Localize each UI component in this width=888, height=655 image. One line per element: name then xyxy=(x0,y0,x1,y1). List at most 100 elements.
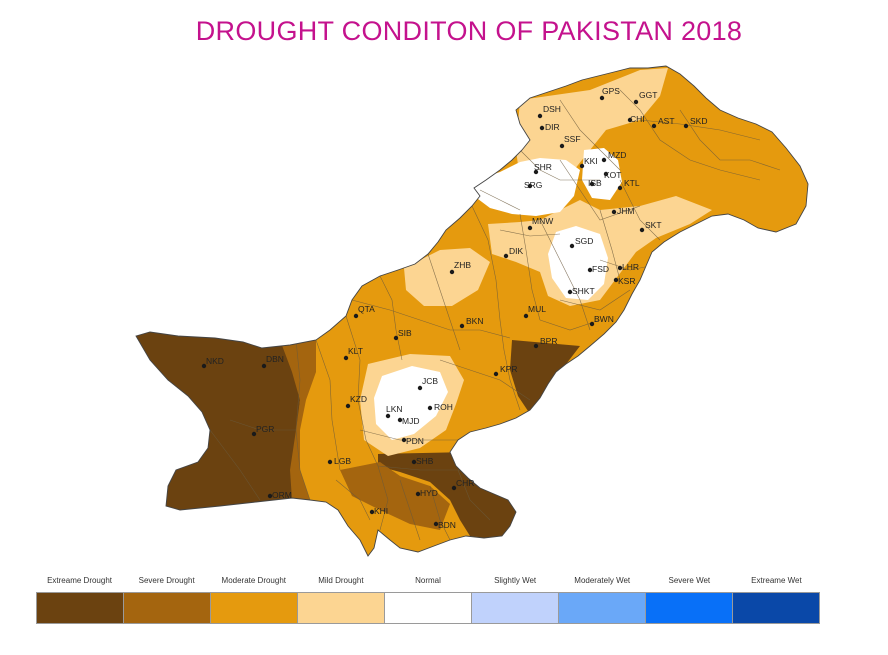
station-label-hyd: HYD xyxy=(420,488,438,498)
station-label-qta: QTA xyxy=(358,304,375,314)
normal-zone-jacobabad xyxy=(374,366,448,440)
normal-zone-sargodha xyxy=(548,226,608,300)
station-dot-ggt xyxy=(633,99,639,105)
station-dot-chr xyxy=(451,485,457,491)
station-dot-pdn xyxy=(401,437,407,443)
station-dot-bwn xyxy=(589,321,595,327)
station-dot-ktl xyxy=(617,185,623,191)
legend-swatch-extreame-drought xyxy=(37,593,124,623)
station-label-skd: SKD xyxy=(690,116,707,126)
station-label-kpr: KPR xyxy=(500,364,517,374)
legend-label-mild-drought: Mild Drought xyxy=(318,576,364,585)
legend-swatch-moderately-wet xyxy=(559,593,646,623)
station-label-ssf: SSF xyxy=(564,134,581,144)
station-label-zhb: ZHB xyxy=(454,260,471,270)
station-label-mjd: MJD xyxy=(402,416,419,426)
station-label-lkn: LKN xyxy=(386,404,403,414)
station-label-roh: ROH xyxy=(434,402,453,412)
normal-zone-peshawar xyxy=(470,158,580,216)
legend-swatch-extreame-wet xyxy=(733,593,819,623)
station-label-bdn: BDN xyxy=(438,520,456,530)
station-label-sib: SIB xyxy=(398,328,412,338)
station-dot-orm xyxy=(267,493,273,499)
severe-drought-zone-south xyxy=(340,462,450,530)
legend-label-extreame-wet: Extreame Wet xyxy=(751,576,802,585)
map-title: DROUGHT CONDITON OF PAKISTAN 2018 xyxy=(195,16,743,46)
station-label-pdn: PDN xyxy=(406,436,424,446)
legend-label-extreame-drought: Extreame Drought xyxy=(47,576,113,585)
station-dot-hyd xyxy=(415,491,421,497)
station-label-lgb: LGB xyxy=(334,456,351,466)
station-label-mul: MUL xyxy=(528,304,546,314)
station-label-kki: KKI xyxy=(584,156,598,166)
station-dot-shkt xyxy=(567,289,573,295)
legend-swatch-normal xyxy=(385,593,472,623)
mild-drought-zone-zhob xyxy=(404,248,490,306)
station-dot-srg xyxy=(527,183,533,189)
station-dot-lhr xyxy=(617,265,623,271)
station-dot-mul xyxy=(523,313,529,319)
normal-zone-islamabad xyxy=(582,148,622,200)
station-dot-chi xyxy=(627,117,633,123)
legend-swatch-mild-drought xyxy=(298,593,385,623)
legend-label-moderately-wet: Moderately Wet xyxy=(574,576,631,585)
station-label-srg: SRG xyxy=(524,180,542,190)
legend-label-severe-drought: Severe Drought xyxy=(138,576,195,585)
station-dot-kpr xyxy=(493,371,499,377)
station-label-skt: SKT xyxy=(645,220,662,230)
station-label-klt: KLT xyxy=(348,346,363,356)
country-outline xyxy=(135,65,809,557)
legend-swatch-severe-wet xyxy=(646,593,733,623)
station-dot-shr xyxy=(533,169,539,175)
station-label-bpr: BPR xyxy=(540,336,557,346)
station-label-pgr: PGR xyxy=(256,424,274,434)
station-dot-kzd xyxy=(345,403,351,409)
station-dot-lgb xyxy=(327,459,333,465)
station-label-kot: KOT xyxy=(604,170,621,180)
station-dot-bpr xyxy=(533,343,539,349)
station-label-jhm: JHM xyxy=(617,206,634,216)
legend-swatch-slightly-wet xyxy=(472,593,559,623)
station-label-sgd: SGD xyxy=(575,236,593,246)
station-dot-kot xyxy=(603,171,609,177)
station-dot-skt xyxy=(639,227,645,233)
severe-drought-zone-west xyxy=(280,340,316,500)
station-dot-sgd xyxy=(569,243,575,249)
station-dot-khi xyxy=(369,509,375,515)
legend-swatch-moderate-drought xyxy=(211,593,298,623)
station-label-chi: CHI xyxy=(630,114,645,124)
legend-label-slightly-wet: Slightly Wet xyxy=(494,576,537,585)
station-label-chr: CHR xyxy=(456,478,474,488)
station-dot-lkn xyxy=(385,413,391,419)
legend-labels: Extreame Drought Severe Drought Moderate D… xyxy=(36,576,820,590)
legend-label-severe-wet: Severe Wet xyxy=(668,576,711,585)
station-dot-roh xyxy=(427,405,433,411)
station-dot-gps xyxy=(599,95,605,101)
station-dot-kki xyxy=(579,163,585,169)
station-label-gps: GPS xyxy=(602,86,620,96)
legend-swatch-severe-drought xyxy=(124,593,211,623)
station-dot-pgr xyxy=(251,431,257,437)
station-label-mzd: MZD xyxy=(608,150,626,160)
station-label-lhr: LHR xyxy=(622,262,639,272)
station-dot-jcb xyxy=(417,385,423,391)
station-dot-bkn xyxy=(459,323,465,329)
station-label-ast: AST xyxy=(658,116,675,126)
station-dot-qta xyxy=(353,313,359,319)
station-dot-dsh xyxy=(537,113,543,119)
station-dot-shb xyxy=(411,459,417,465)
station-dot-dbn xyxy=(261,363,267,369)
station-dot-isb xyxy=(589,181,595,187)
station-label-dbn: DBN xyxy=(266,354,284,364)
station-label-ktl: KTL xyxy=(624,178,640,188)
station-dot-dik xyxy=(503,253,509,259)
station-label-dsh: DSH xyxy=(543,104,561,114)
station-label-dik: DIK xyxy=(509,246,524,256)
extreme-drought-zone-punjab xyxy=(510,340,580,414)
legend-label-normal: Normal xyxy=(415,576,441,585)
station-dot-ksr xyxy=(613,277,619,283)
station-label-shr: SHR xyxy=(534,162,552,172)
station-dot-dir xyxy=(539,125,545,131)
